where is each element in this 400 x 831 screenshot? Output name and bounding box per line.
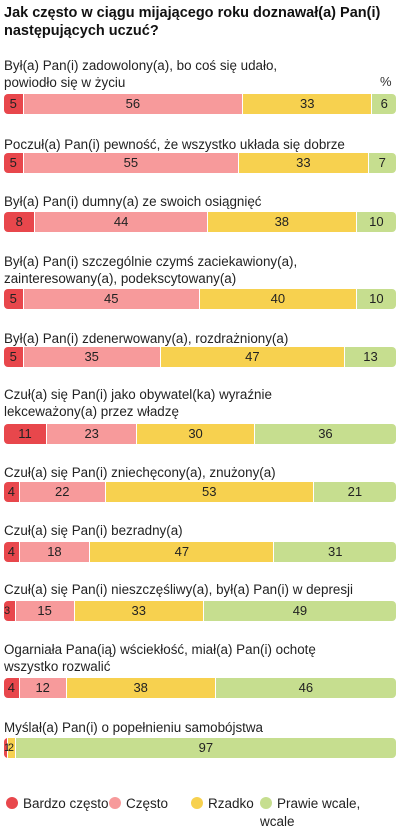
bar-segment: 97 — [15, 738, 396, 758]
row-label: Był(a) Pan(i) szczególnie czymś zaciekaw… — [4, 254, 298, 286]
bar-segment: 22 — [19, 482, 106, 502]
bar-segment: 15 — [15, 601, 75, 621]
stacked-bar: 5 45 40 10 — [4, 289, 396, 309]
bar-segment: 8 — [4, 212, 36, 232]
legend-swatch — [6, 797, 18, 809]
bar-segment: 13 — [345, 347, 396, 367]
bar-segment: 47 — [160, 347, 346, 367]
bar-segment: 4 — [4, 542, 20, 562]
legend-swatch — [109, 797, 121, 809]
bar-segment: 5 — [4, 289, 24, 309]
bar-segment: 53 — [105, 482, 314, 502]
bar-segment: 44 — [35, 212, 208, 232]
bar-segment: 6 — [372, 94, 396, 114]
percent-header: % — [380, 74, 392, 89]
row-label: Czuł(a) się Pan(i) bezradny(a) — [4, 523, 183, 538]
row-label: Poczuł(a) Pan(i) pewność, że wszystko uk… — [4, 137, 345, 152]
bar-segment: 40 — [200, 289, 357, 309]
bar-segment: 4 — [4, 482, 20, 502]
bar-segment: 33 — [239, 153, 369, 173]
legend-label: Prawie wcale, wcale — [260, 796, 361, 829]
row-label: Był(a) Pan(i) dumny(a) ze swoich osiągni… — [4, 194, 262, 209]
stacked-bar: 5 56 33 6 — [4, 94, 396, 114]
stacked-bar: 3 15 33 49 — [4, 601, 396, 621]
row-label: Ogarniała Pana(ią) wściekłość, miał(a) P… — [4, 642, 316, 674]
legend: Bardzo często Często Rzadko Prawie wcale, w… — [6, 795, 398, 829]
bar-segment: 47 — [90, 542, 275, 562]
chart-title: Jak często w ciągu mijającego roku dozna… — [4, 5, 381, 39]
bar-segment: 12 — [19, 678, 67, 698]
bar-segment: 36 — [254, 424, 396, 444]
legend-label: Często — [126, 796, 169, 811]
bar-segment: 38 — [207, 212, 357, 232]
bar-segment: 55 — [23, 153, 240, 173]
bar-segment: 18 — [19, 542, 91, 562]
stacked-bar: 8 44 38 10 — [4, 212, 396, 232]
bar-segment: 11 — [4, 424, 48, 444]
legend-label: Rzadko — [208, 796, 254, 811]
bar-segment: 10 — [356, 212, 396, 232]
row-label: Myślał(a) Pan(i) o popełnieniu samobójst… — [4, 720, 264, 735]
bar-segment: 2 — [7, 738, 16, 758]
bar-segment: 56 — [23, 94, 244, 114]
bar-segment: 5 — [4, 153, 24, 173]
row-label: Czuł(a) się Pan(i) zniechęcony(a), znużo… — [4, 465, 276, 480]
bar-segment: 30 — [137, 424, 255, 444]
stacked-bar: 5 55 33 7 — [4, 153, 396, 173]
stacked-bar: 1297 — [4, 738, 396, 758]
stacked-bar: 4 12 38 46 — [4, 678, 396, 698]
bar-segment: 49 — [203, 601, 396, 621]
bar-segment: 7 — [368, 153, 396, 173]
bar-segment: 35 — [23, 347, 161, 367]
bar-segment: 4 — [4, 678, 20, 698]
bar-segment: 1 — [4, 738, 10, 758]
row-label: Był(a) Pan(i) zadowolony(a), bo coś się … — [4, 58, 278, 90]
bar-segment: 46 — [215, 678, 396, 698]
stacked-bar: 4 22 53 21 — [4, 482, 396, 502]
bar-segment: 38 — [66, 678, 216, 698]
bar-segment: 3 — [4, 601, 16, 621]
legend-label: Bardzo często — [23, 796, 109, 811]
legend-item: Bardzo często — [6, 795, 109, 813]
legend-item: Często — [109, 795, 168, 813]
bar-segment: 31 — [274, 542, 396, 562]
bar-segment: 45 — [23, 289, 200, 309]
bar-segment: 5 — [4, 94, 24, 114]
bar-segment: 10 — [356, 289, 396, 309]
legend-item: Prawie wcale, wcale — [260, 795, 398, 829]
legend-item: Rzadko — [191, 795, 254, 813]
bar-segment: 33 — [243, 94, 373, 114]
row-label: Był(a) Pan(i) zdenerwowany(a), rozdrażni… — [4, 331, 289, 346]
bar-segment: 23 — [47, 424, 138, 444]
legend-swatch — [260, 797, 272, 809]
bar-segment: 5 — [4, 347, 24, 367]
row-label: Czuł(a) się Pan(i) nieszczęśliwy(a), był… — [4, 582, 353, 597]
bar-segment: 33 — [74, 601, 204, 621]
bar-segment: 21 — [313, 482, 396, 502]
stacked-bar: 4 18 47 31 — [4, 542, 396, 562]
stacked-bar: 5 35 47 13 — [4, 347, 396, 367]
stacked-bar: 11 23 30 36 — [4, 424, 396, 444]
legend-swatch — [191, 797, 203, 809]
row-label: Czuł(a) się Pan(i) jako obywatel(ka) wyr… — [4, 387, 272, 419]
